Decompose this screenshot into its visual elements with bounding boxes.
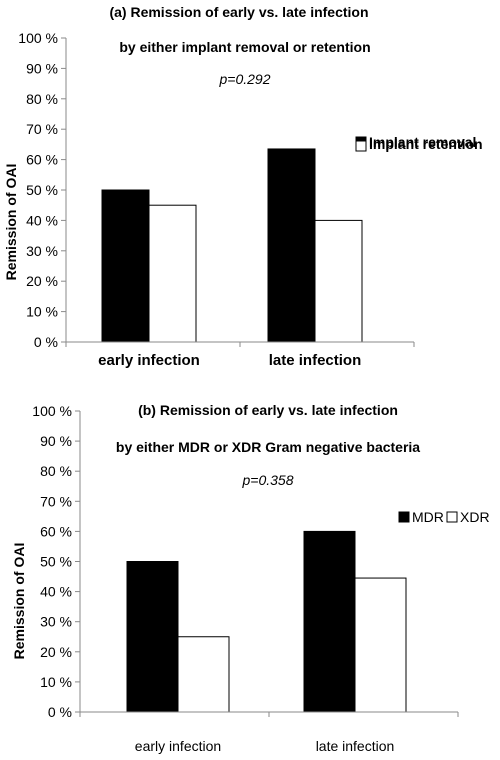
x-category-label: early infection	[98, 352, 200, 369]
y-tick-label: 30 %	[26, 243, 58, 259]
chart-a-subtitle: by either implant removal or retention	[119, 39, 370, 55]
y-tick-label: 70 %	[26, 121, 58, 137]
legend-swatch-xdr	[446, 511, 458, 523]
legend-label-implant-retention: Implant retention	[369, 136, 483, 152]
bar-implant-retention-late-infection	[314, 219, 363, 343]
y-tick-label: 90 %	[26, 60, 58, 76]
y-tick-label: 40 %	[26, 212, 58, 228]
chart-a-y-axis-label: Remission of OAI	[3, 164, 19, 281]
y-tick-label: 50 %	[26, 182, 58, 198]
y-tick-label: 30 %	[40, 614, 72, 630]
bar-mdr-late-infection	[303, 530, 356, 713]
legend-swatch-implant-retention	[355, 140, 367, 152]
chart-b-y-ticks: 0 % 10 % 20 % 30 % 40 % 50 % 60 % 70 % 80 % 90 % 1…	[32, 403, 80, 720]
y-tick-label: 20 %	[26, 273, 58, 289]
chart-a-title: (a) Remission of early vs. late infectio…	[109, 4, 368, 20]
chart-a-bars	[101, 148, 363, 343]
chart-b-title: (b) Remission of early vs. late infectio…	[138, 402, 398, 418]
legend-swatch-mdr	[398, 511, 410, 523]
chart-a-y-ticks: 0 % 10 % 20 % 30 % 40 % 50 % 60 % 70 % 80 % 90 % 1…	[18, 30, 66, 350]
bar-implant-removal-early-infection	[101, 189, 150, 343]
chart-b-x-ticks: early infection late infection	[79, 712, 459, 754]
bar-mdr-early-infection	[126, 561, 179, 713]
legend-label-xdr: XDR	[460, 509, 490, 525]
x-category-label: early infection	[135, 738, 221, 754]
y-tick-label: 10 %	[40, 674, 72, 690]
y-tick-label: 60 %	[40, 523, 72, 539]
chart-a-legend: Implant removal Implant retention	[355, 134, 483, 152]
x-category-label: late infection	[316, 738, 395, 754]
y-tick-label: 40 %	[40, 584, 72, 600]
bar-xdr-early-infection	[177, 636, 230, 713]
chart-b: (b) Remission of early vs. late infectio…	[11, 402, 490, 754]
x-category-label: late infection	[269, 352, 362, 369]
chart-b-subtitle: by either MDR or XDR Gram negative bacte…	[116, 439, 420, 455]
y-tick-label: 80 %	[40, 463, 72, 479]
y-tick-label: 100 %	[32, 403, 72, 419]
y-tick-label: 0 %	[48, 704, 72, 720]
chart-a-p-value: p=0.292	[219, 71, 271, 87]
y-tick-label: 70 %	[40, 493, 72, 509]
y-tick-label: 90 %	[40, 433, 72, 449]
y-tick-label: 10 %	[26, 304, 58, 320]
chart-b-y-axis-label: Remission of OAI	[11, 543, 27, 660]
chart-a-x-ticks: early infection late infection	[65, 342, 415, 369]
chart-b-bars	[126, 530, 407, 713]
bar-implant-removal-late-infection	[267, 148, 316, 343]
y-tick-label: 60 %	[26, 152, 58, 168]
legend-label-mdr: MDR	[412, 509, 444, 525]
y-tick-label: 0 %	[34, 334, 58, 350]
chart-b-legend: MDR XDR	[398, 509, 490, 525]
bar-xdr-late-infection	[354, 577, 407, 713]
chart-a: (a) Remission of early vs. late infectio…	[3, 4, 483, 369]
y-tick-label: 20 %	[40, 644, 72, 660]
y-tick-label: 80 %	[26, 91, 58, 107]
chart-b-p-value: p=0.358	[242, 472, 294, 488]
legend-label-implant-removal: Implant removal	[369, 134, 476, 150]
y-tick-label: 50 %	[40, 554, 72, 570]
bar-implant-retention-early-infection	[148, 204, 197, 343]
y-tick-label: 100 %	[18, 30, 58, 46]
